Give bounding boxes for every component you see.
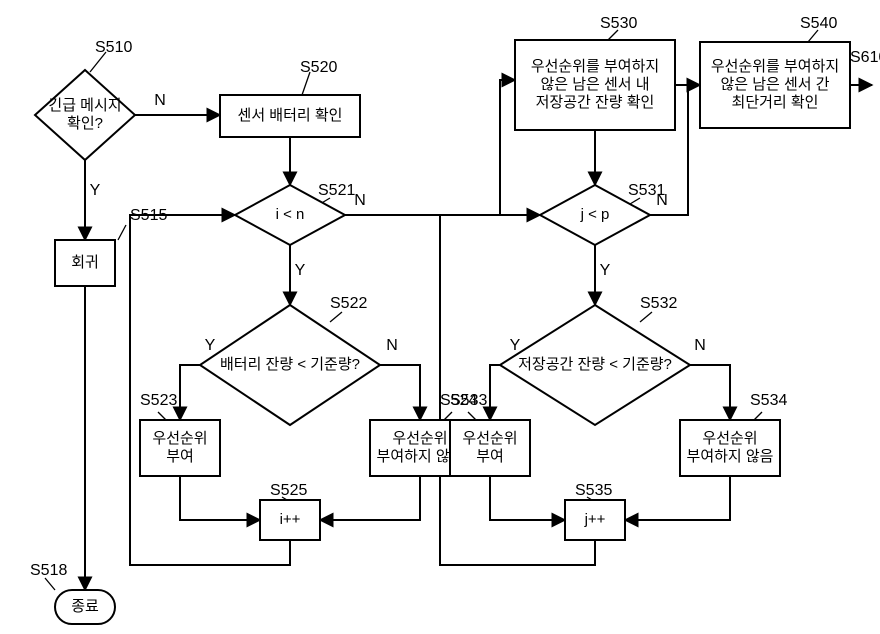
- flow-edge: [625, 476, 730, 520]
- edge-label: N: [354, 192, 366, 209]
- step-label: S610: [850, 49, 880, 66]
- node-text: 확인?: [67, 115, 103, 132]
- edge-label: Y: [295, 262, 306, 279]
- step-label: S534: [750, 392, 787, 409]
- node-text: 우선순위: [152, 430, 207, 447]
- edge-label: Y: [90, 182, 101, 199]
- flow-edge: [490, 365, 500, 420]
- node-text: 우선순위: [702, 430, 757, 447]
- node-text: 최단거리 확인: [732, 94, 819, 111]
- node-text: 않은 남은 센서 간: [720, 76, 829, 93]
- step-label: S520: [300, 59, 337, 76]
- step-leader: [45, 578, 55, 590]
- node-text: 회귀: [71, 254, 99, 271]
- node-text: j++: [584, 511, 606, 528]
- node-text: 우선순위를 부여하지: [531, 58, 659, 75]
- step-leader: [158, 412, 166, 420]
- step-leader: [640, 312, 652, 322]
- flowchart-canvas: NYYNYNYNYN긴급 메시지확인?S510회귀S515종료S518센서 배터…: [0, 0, 880, 634]
- flow-edge: [490, 476, 565, 520]
- step-label: S521: [318, 182, 355, 199]
- node-text: 센서 배터리 확인: [238, 107, 343, 124]
- flow-edge: [345, 80, 515, 215]
- step-label: S518: [30, 562, 67, 579]
- edge-label: N: [386, 337, 398, 354]
- edge-label: Y: [600, 262, 611, 279]
- node-text: 긴급 메시지: [48, 97, 121, 114]
- flow-edge: [690, 365, 730, 420]
- edge-label: N: [694, 337, 706, 354]
- edge-label: Y: [510, 337, 521, 354]
- node-text: 부여하지 않음: [687, 448, 774, 465]
- node-text: 우선순위: [392, 430, 447, 447]
- step-label: S523: [140, 392, 177, 409]
- step-label: S535: [575, 482, 612, 499]
- node-text: 종료: [71, 598, 99, 615]
- step-label: S540: [800, 15, 837, 32]
- step-leader: [330, 312, 342, 322]
- step-label: S530: [600, 15, 637, 32]
- flow-edge: [380, 365, 420, 420]
- edge-label: N: [154, 92, 166, 109]
- step-label: S531: [628, 182, 665, 199]
- step-label: S532: [640, 295, 677, 312]
- node-text: i < n: [276, 206, 305, 223]
- node-text: 우선순위: [462, 430, 517, 447]
- step-label: S510: [95, 39, 132, 56]
- step-label: S515: [130, 207, 167, 224]
- node-text: 부여: [476, 448, 504, 465]
- step-leader: [118, 225, 126, 240]
- step-leader: [444, 412, 452, 420]
- edge-label: Y: [205, 337, 216, 354]
- node-text: 않은 남은 센서 내: [540, 76, 649, 93]
- node-text: i++: [280, 511, 301, 528]
- step-leader: [468, 412, 476, 420]
- step-leader: [754, 412, 762, 420]
- step-label: S522: [330, 295, 367, 312]
- step-label: S533: [450, 392, 487, 409]
- flow-edge: [320, 476, 420, 520]
- node-text: j < p: [580, 206, 610, 223]
- node-text: 부여: [166, 448, 194, 465]
- node-text: 배터리 잔량 < 기준량?: [220, 356, 360, 373]
- node-text: 저장공간 잔량 확인: [536, 94, 655, 111]
- node-text: 우선순위를 부여하지: [711, 58, 839, 75]
- flow-edge: [180, 476, 260, 520]
- node-text: 저장공간 잔량 < 기준량?: [518, 356, 672, 373]
- flow-edge: [180, 365, 200, 420]
- step-label: S525: [270, 482, 307, 499]
